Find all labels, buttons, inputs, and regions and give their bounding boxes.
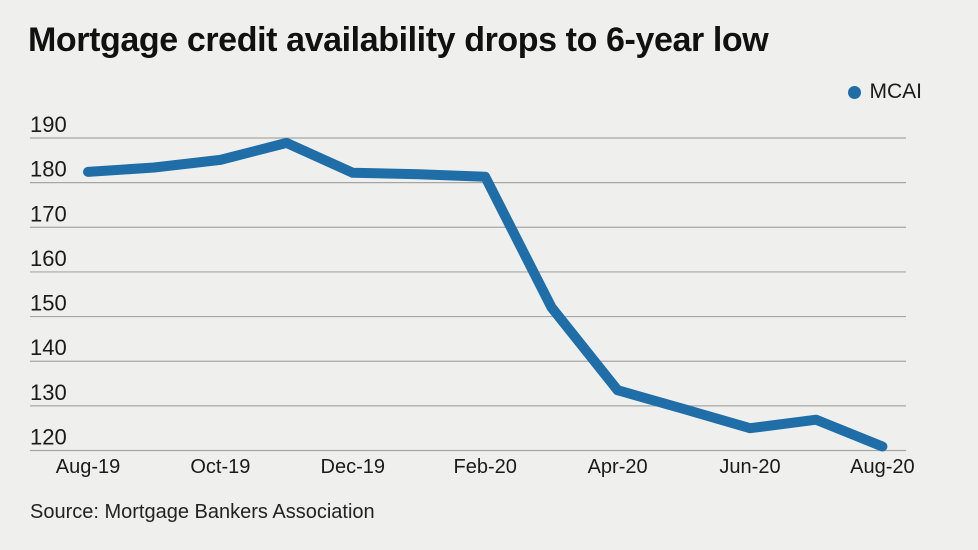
source-note: Source: Mortgage Bankers Association xyxy=(30,501,375,523)
x-axis-tick-label: Jun-20 xyxy=(719,456,780,478)
x-axis-tick-label: Dec-19 xyxy=(321,456,385,478)
y-axis-tick-label: 130 xyxy=(30,380,67,405)
y-axis-tick-label: 190 xyxy=(30,112,67,137)
y-axis-tick-label: 120 xyxy=(30,425,67,450)
legend: MCAI xyxy=(847,80,923,104)
mcai-series-line xyxy=(83,137,888,452)
x-axis-tick-label: Feb-20 xyxy=(454,456,517,478)
x-axis-tick-label: Oct-19 xyxy=(190,456,250,478)
legend-label: MCAI xyxy=(869,80,923,103)
chart-title: Mortgage credit availability drops to 6-… xyxy=(28,21,769,59)
legend-marker-icon xyxy=(847,85,861,99)
y-axis-tick-label: 180 xyxy=(30,157,67,182)
y-axis-tick-label: 170 xyxy=(30,201,67,226)
y-axis-tick-label: 160 xyxy=(30,246,67,271)
y-axis-tick-label: 150 xyxy=(30,291,67,316)
x-axis-tick-label: Apr-20 xyxy=(588,456,648,478)
y-axis-tick-label: 140 xyxy=(30,335,67,360)
x-axis-tick-label: Aug-20 xyxy=(850,456,915,478)
x-axis-tick-label: Aug-19 xyxy=(56,456,121,478)
